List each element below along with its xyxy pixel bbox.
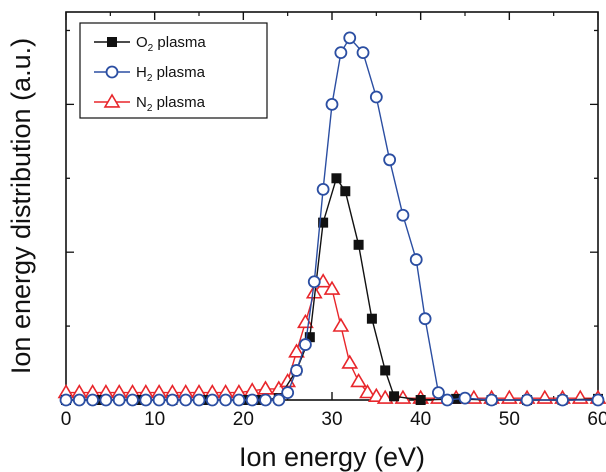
data-point <box>331 173 342 184</box>
x-tick-label: 40 <box>410 409 431 430</box>
data-point <box>409 253 423 266</box>
data-point <box>389 391 400 402</box>
data-point <box>458 391 472 405</box>
legend: O2 plasma H2 plasma N2 plasma <box>79 22 268 119</box>
series-n2-plasma <box>57 273 606 404</box>
data-point <box>205 393 219 407</box>
data-point <box>257 380 274 395</box>
data-point <box>353 239 364 250</box>
legend-marker <box>107 37 117 47</box>
legend-label: N2 plasma <box>136 94 206 114</box>
data-point <box>86 393 99 407</box>
data-point <box>99 393 113 407</box>
legend-marker <box>103 93 121 108</box>
data-point <box>343 31 357 45</box>
data-point <box>179 393 193 407</box>
x-tick-label: 10 <box>144 409 165 430</box>
data-point <box>591 393 605 407</box>
data-point <box>396 208 410 222</box>
data-point <box>290 364 303 377</box>
series-line <box>66 280 598 399</box>
x-tick-label: 20 <box>233 409 254 430</box>
data-point <box>59 393 73 407</box>
data-point <box>367 387 385 403</box>
data-point <box>318 217 329 228</box>
series-layer <box>57 31 606 407</box>
data-point <box>72 393 86 407</box>
data-point <box>340 186 351 197</box>
x-tick-labels: 0 10 20 30 40 50 60 <box>61 409 606 430</box>
data-point <box>556 393 569 407</box>
data-point <box>272 393 286 407</box>
legend-item: N2 plasma <box>94 93 206 114</box>
data-point <box>536 389 554 404</box>
legend-label: O2 plasma <box>136 34 206 54</box>
data-point <box>332 317 350 332</box>
data-point <box>500 389 518 404</box>
data-point <box>366 313 377 324</box>
legend-label: H2 plasma <box>136 64 206 84</box>
data-point <box>415 395 426 405</box>
data-point <box>219 393 233 407</box>
x-tick-label: 60 <box>587 409 606 430</box>
data-point <box>307 275 321 289</box>
data-point <box>281 386 295 400</box>
data-point <box>359 384 376 399</box>
data-point <box>383 153 397 167</box>
x-tick-label: 0 <box>61 409 72 430</box>
data-point <box>325 97 339 111</box>
data-point <box>520 393 534 407</box>
data-point <box>139 393 153 407</box>
data-point <box>316 182 330 196</box>
series-h2-plasma <box>59 31 605 407</box>
data-point <box>380 365 391 376</box>
legend-item: H2 plasma <box>94 64 206 84</box>
data-point <box>431 386 445 400</box>
data-point <box>297 313 314 329</box>
data-point <box>334 46 348 60</box>
data-point <box>323 280 341 295</box>
data-point <box>232 393 246 407</box>
data-point <box>369 90 383 104</box>
data-point <box>304 332 315 343</box>
data-point <box>341 354 359 369</box>
data-point <box>440 393 454 407</box>
data-point <box>288 343 305 358</box>
data-point <box>298 338 312 351</box>
data-point <box>356 46 370 60</box>
data-point <box>192 393 206 407</box>
legend-marker <box>105 65 119 79</box>
x-tick-label: 50 <box>499 409 520 430</box>
data-point <box>376 389 394 404</box>
data-point <box>485 393 499 407</box>
x-tick-label: 30 <box>321 409 342 430</box>
y-axis-title: Ion energy distribution (a.u.) <box>6 38 36 374</box>
data-point <box>245 393 259 407</box>
data-point <box>152 393 166 407</box>
data-point <box>112 393 126 407</box>
data-point <box>571 389 589 404</box>
data-point <box>126 393 139 407</box>
data-point <box>259 393 272 407</box>
x-axis-title: Ion energy (eV) <box>239 442 425 472</box>
data-point <box>418 312 432 326</box>
data-point <box>165 393 179 407</box>
data-point <box>350 372 367 388</box>
legend-item: O2 plasma <box>94 34 206 54</box>
